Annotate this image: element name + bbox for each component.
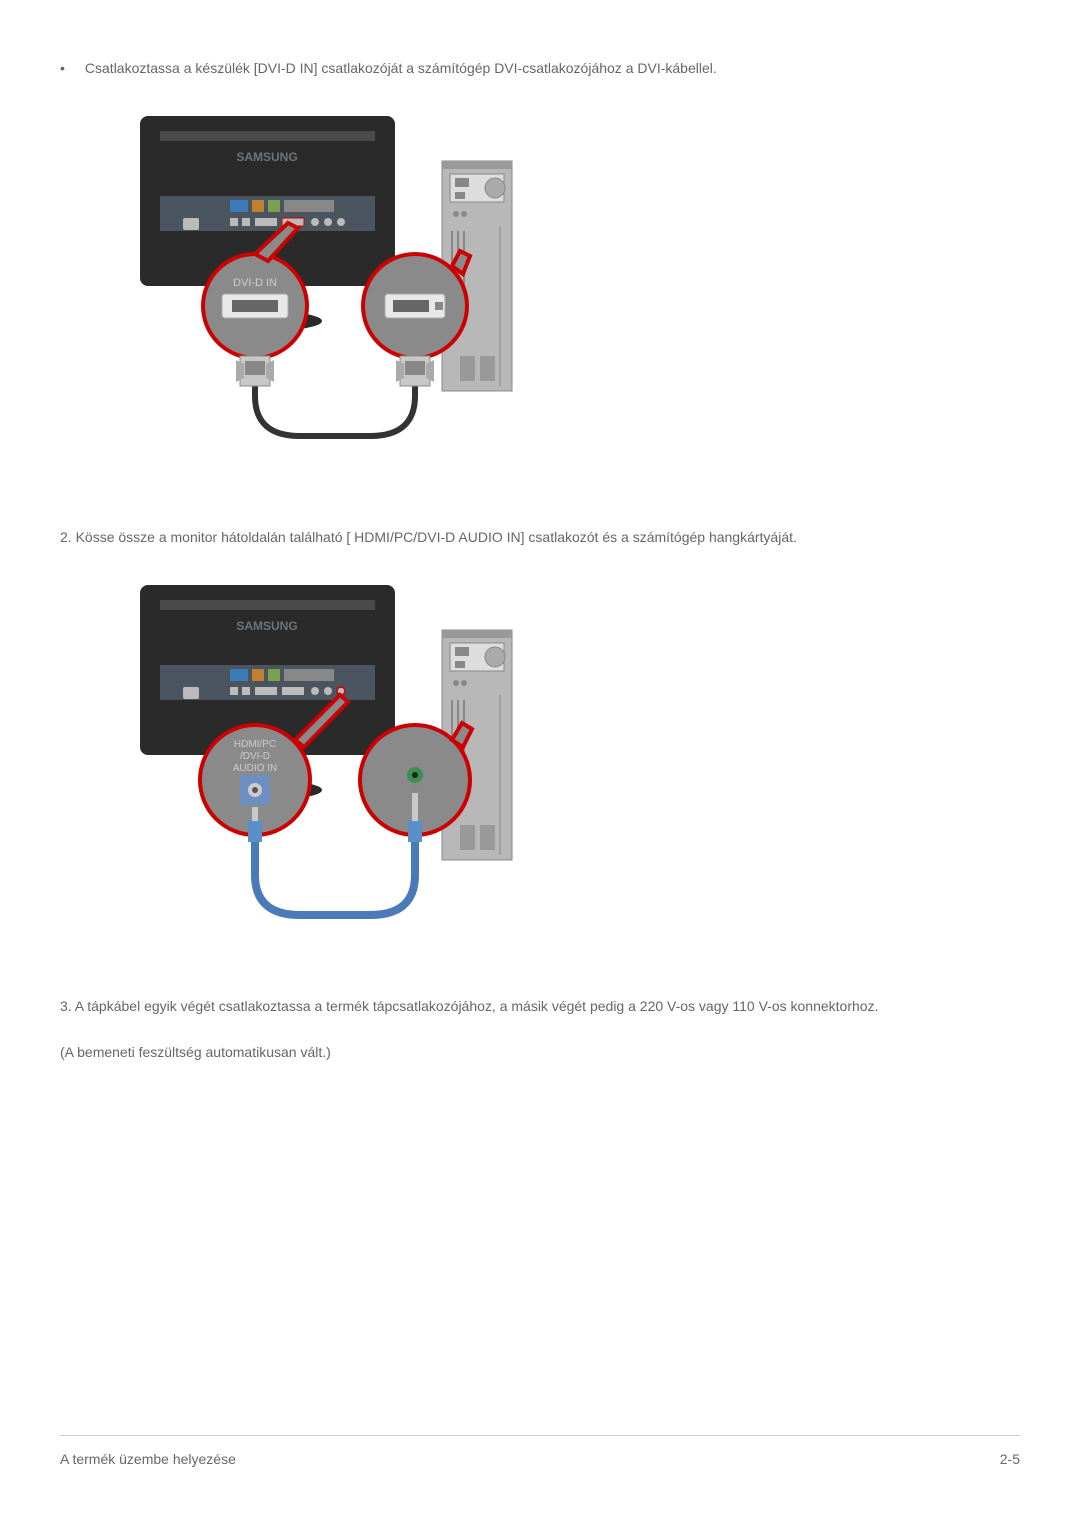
footer-page-number: 2-5 bbox=[1000, 1451, 1020, 1467]
svg-text:SAMSUNG: SAMSUNG bbox=[236, 150, 297, 164]
diagram1-svg: SAMSUNG bbox=[100, 106, 520, 476]
diagram2-svg: SAMSUNG bbox=[100, 575, 520, 945]
svg-text:AUDIO IN: AUDIO IN bbox=[233, 763, 277, 774]
svg-text:SAMSUNG: SAMSUNG bbox=[236, 619, 297, 633]
diagram2-container: SAMSUNG bbox=[100, 575, 1020, 948]
step1-bullet: • Csatlakoztassa a készülék [DVI-D IN] c… bbox=[60, 60, 1020, 76]
step2-text: 2. Kösse össze a monitor hátoldalán talá… bbox=[60, 529, 1020, 545]
svg-text:/DVI-D: /DVI-D bbox=[240, 751, 270, 762]
voltage-note: (A bemeneti feszültség automatikusan vál… bbox=[60, 1044, 1020, 1060]
footer-section-title: A termék üzembe helyezése bbox=[60, 1451, 236, 1467]
bullet-marker: • bbox=[60, 60, 65, 76]
step3-text: 3. A tápkábel egyik végét csatlakoztassa… bbox=[60, 998, 1020, 1014]
svg-text:HDMI/PC: HDMI/PC bbox=[234, 739, 276, 750]
diagram1-container: SAMSUNG bbox=[100, 106, 1020, 479]
page-footer: A termék üzembe helyezése 2-5 bbox=[60, 1435, 1020, 1467]
step1-text: Csatlakoztassa a készülék [DVI-D IN] csa… bbox=[85, 60, 717, 76]
svg-text:DVI-D IN: DVI-D IN bbox=[233, 277, 277, 289]
